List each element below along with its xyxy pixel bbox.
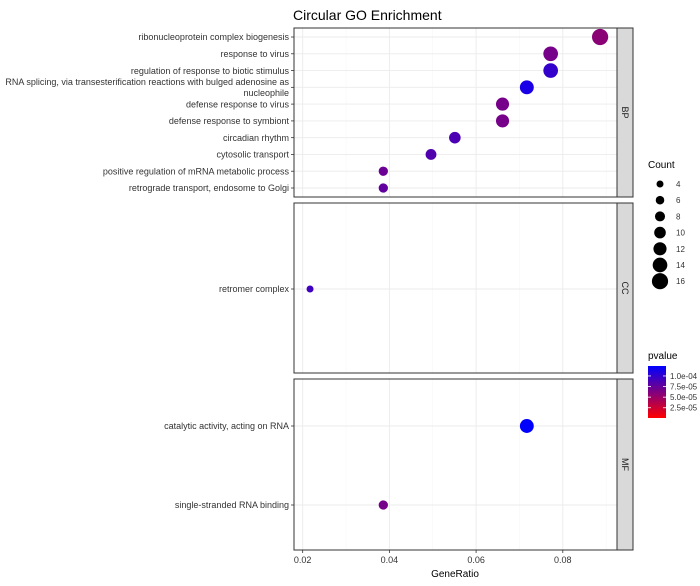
- data-point: [495, 97, 510, 111]
- y-tick-label: catalytic activity, acting on RNA: [164, 421, 289, 431]
- facet-strip-label: MF: [620, 458, 630, 471]
- size-legend-dot: [655, 195, 665, 205]
- y-tick-label-line: circadian rhythm: [223, 133, 289, 143]
- y-tick-label: regulation of response to biotic stimulu…: [131, 66, 290, 76]
- color-legend-label: 1.0e-04: [670, 372, 698, 381]
- facet-strip: [616, 378, 634, 551]
- y-tick-label: cytosolic transport: [216, 150, 289, 160]
- size-legend-label: 6: [676, 196, 681, 205]
- y-tick-label: ribonucleoprotein complex biogenesis: [138, 32, 289, 42]
- x-tick-label: 0.04: [381, 555, 399, 565]
- y-tick-label: circadian rhythm: [223, 133, 289, 143]
- size-legend-title: Count: [648, 160, 675, 171]
- color-legend-label: 2.5e-05: [670, 404, 698, 413]
- color-legend-title: pvalue: [648, 351, 678, 362]
- y-tick-label-line: cytosolic transport: [216, 150, 289, 160]
- panel-background: [294, 203, 617, 373]
- facet-strip: [616, 202, 634, 374]
- color-legend-bar: [648, 366, 666, 418]
- y-tick-label-line: response to virus: [220, 49, 289, 59]
- y-tick-label-line: defense response to virus: [186, 99, 290, 109]
- y-tick-label: retromer complex: [219, 284, 290, 294]
- color-legend: pvalue 1.0e-04 7.5e-055.0e-05 2.5e-05: [648, 351, 698, 418]
- x-axis-title: GeneRatio: [431, 569, 479, 580]
- data-point: [378, 500, 388, 510]
- data-point: [378, 166, 388, 176]
- data-point: [543, 46, 558, 62]
- data-point: [449, 131, 461, 144]
- data-point: [306, 285, 314, 293]
- y-tick-label-line: regulation of response to biotic stimulu…: [131, 66, 290, 76]
- data-point: [378, 183, 388, 193]
- y-tick-label-line: retrograde transport, endosome to Golgi: [129, 183, 289, 193]
- size-legend-dot: [651, 273, 669, 290]
- y-tick-label-line: catalytic activity, acting on RNA: [164, 421, 289, 431]
- y-tick-label: defense response to virus: [186, 99, 290, 109]
- y-tick-label-line: single-stranded RNA binding: [175, 500, 289, 510]
- size-legend-label: 16: [676, 277, 685, 286]
- size-legend-label: 10: [676, 229, 685, 238]
- size-legend-dot: [654, 226, 666, 239]
- facet-panel-mf: catalytic activity, acting on RNA single-…: [164, 378, 634, 551]
- y-tick-label: retrograde transport, endosome to Golgi: [129, 183, 289, 193]
- facet-strip: [616, 27, 634, 198]
- panel-background: [294, 379, 617, 550]
- y-tick-label: response to virus: [220, 49, 289, 59]
- chart-title: Circular GO Enrichment: [293, 7, 442, 23]
- facet-panels: ribonucleoprotein complex biogenesis resp…: [5, 27, 634, 551]
- x-axis: 0.02 0.04 0.06 0.08: [294, 550, 572, 565]
- data-point: [543, 63, 558, 78]
- size-legend-label: 4: [676, 180, 681, 189]
- size-legend-label: 8: [676, 212, 681, 221]
- facet-strip-label: BP: [620, 106, 630, 118]
- data-point: [519, 80, 534, 95]
- y-tick-label: single-stranded RNA binding: [175, 500, 289, 510]
- y-tick-label-line: positive regulation of mRNA metabolic pr…: [103, 166, 290, 176]
- data-point: [591, 28, 609, 46]
- size-legend-label: 14: [676, 261, 685, 270]
- color-legend-label: 7.5e-05: [670, 383, 698, 392]
- y-tick-label-line: RNA splicing, via transesterification re…: [5, 77, 289, 87]
- y-tick-label: RNA splicing, via transesterification re…: [5, 77, 289, 98]
- facet-strip-label: CC: [620, 282, 630, 295]
- facet-panel-bp: ribonucleoprotein complex biogenesis resp…: [5, 27, 634, 198]
- size-legend-label: 12: [676, 245, 685, 254]
- x-tick-label: 0.06: [467, 555, 485, 565]
- x-tick-label: 0.08: [554, 555, 572, 565]
- x-tick-label: 0.02: [294, 555, 312, 565]
- data-point: [519, 419, 534, 433]
- facet-panel-cc: retromer complex CC: [219, 202, 634, 374]
- y-tick-label-line: ribonucleoprotein complex biogenesis: [138, 32, 289, 42]
- size-legend-dot: [653, 242, 667, 256]
- y-tick-label-line: nucleophile: [243, 88, 289, 98]
- size-legend-dot: [656, 180, 664, 188]
- data-point: [425, 149, 437, 160]
- y-tick-label-line: defense response to symbiont: [169, 116, 290, 126]
- y-tick-label: defense response to symbiont: [169, 116, 290, 126]
- size-legend-dot: [652, 257, 668, 273]
- size-legend-dot: [654, 211, 666, 222]
- data-point: [495, 114, 510, 128]
- y-tick-label: positive regulation of mRNA metabolic pr…: [103, 166, 290, 176]
- color-legend-label: 5.0e-05: [670, 393, 698, 402]
- y-tick-label-line: retromer complex: [219, 284, 290, 294]
